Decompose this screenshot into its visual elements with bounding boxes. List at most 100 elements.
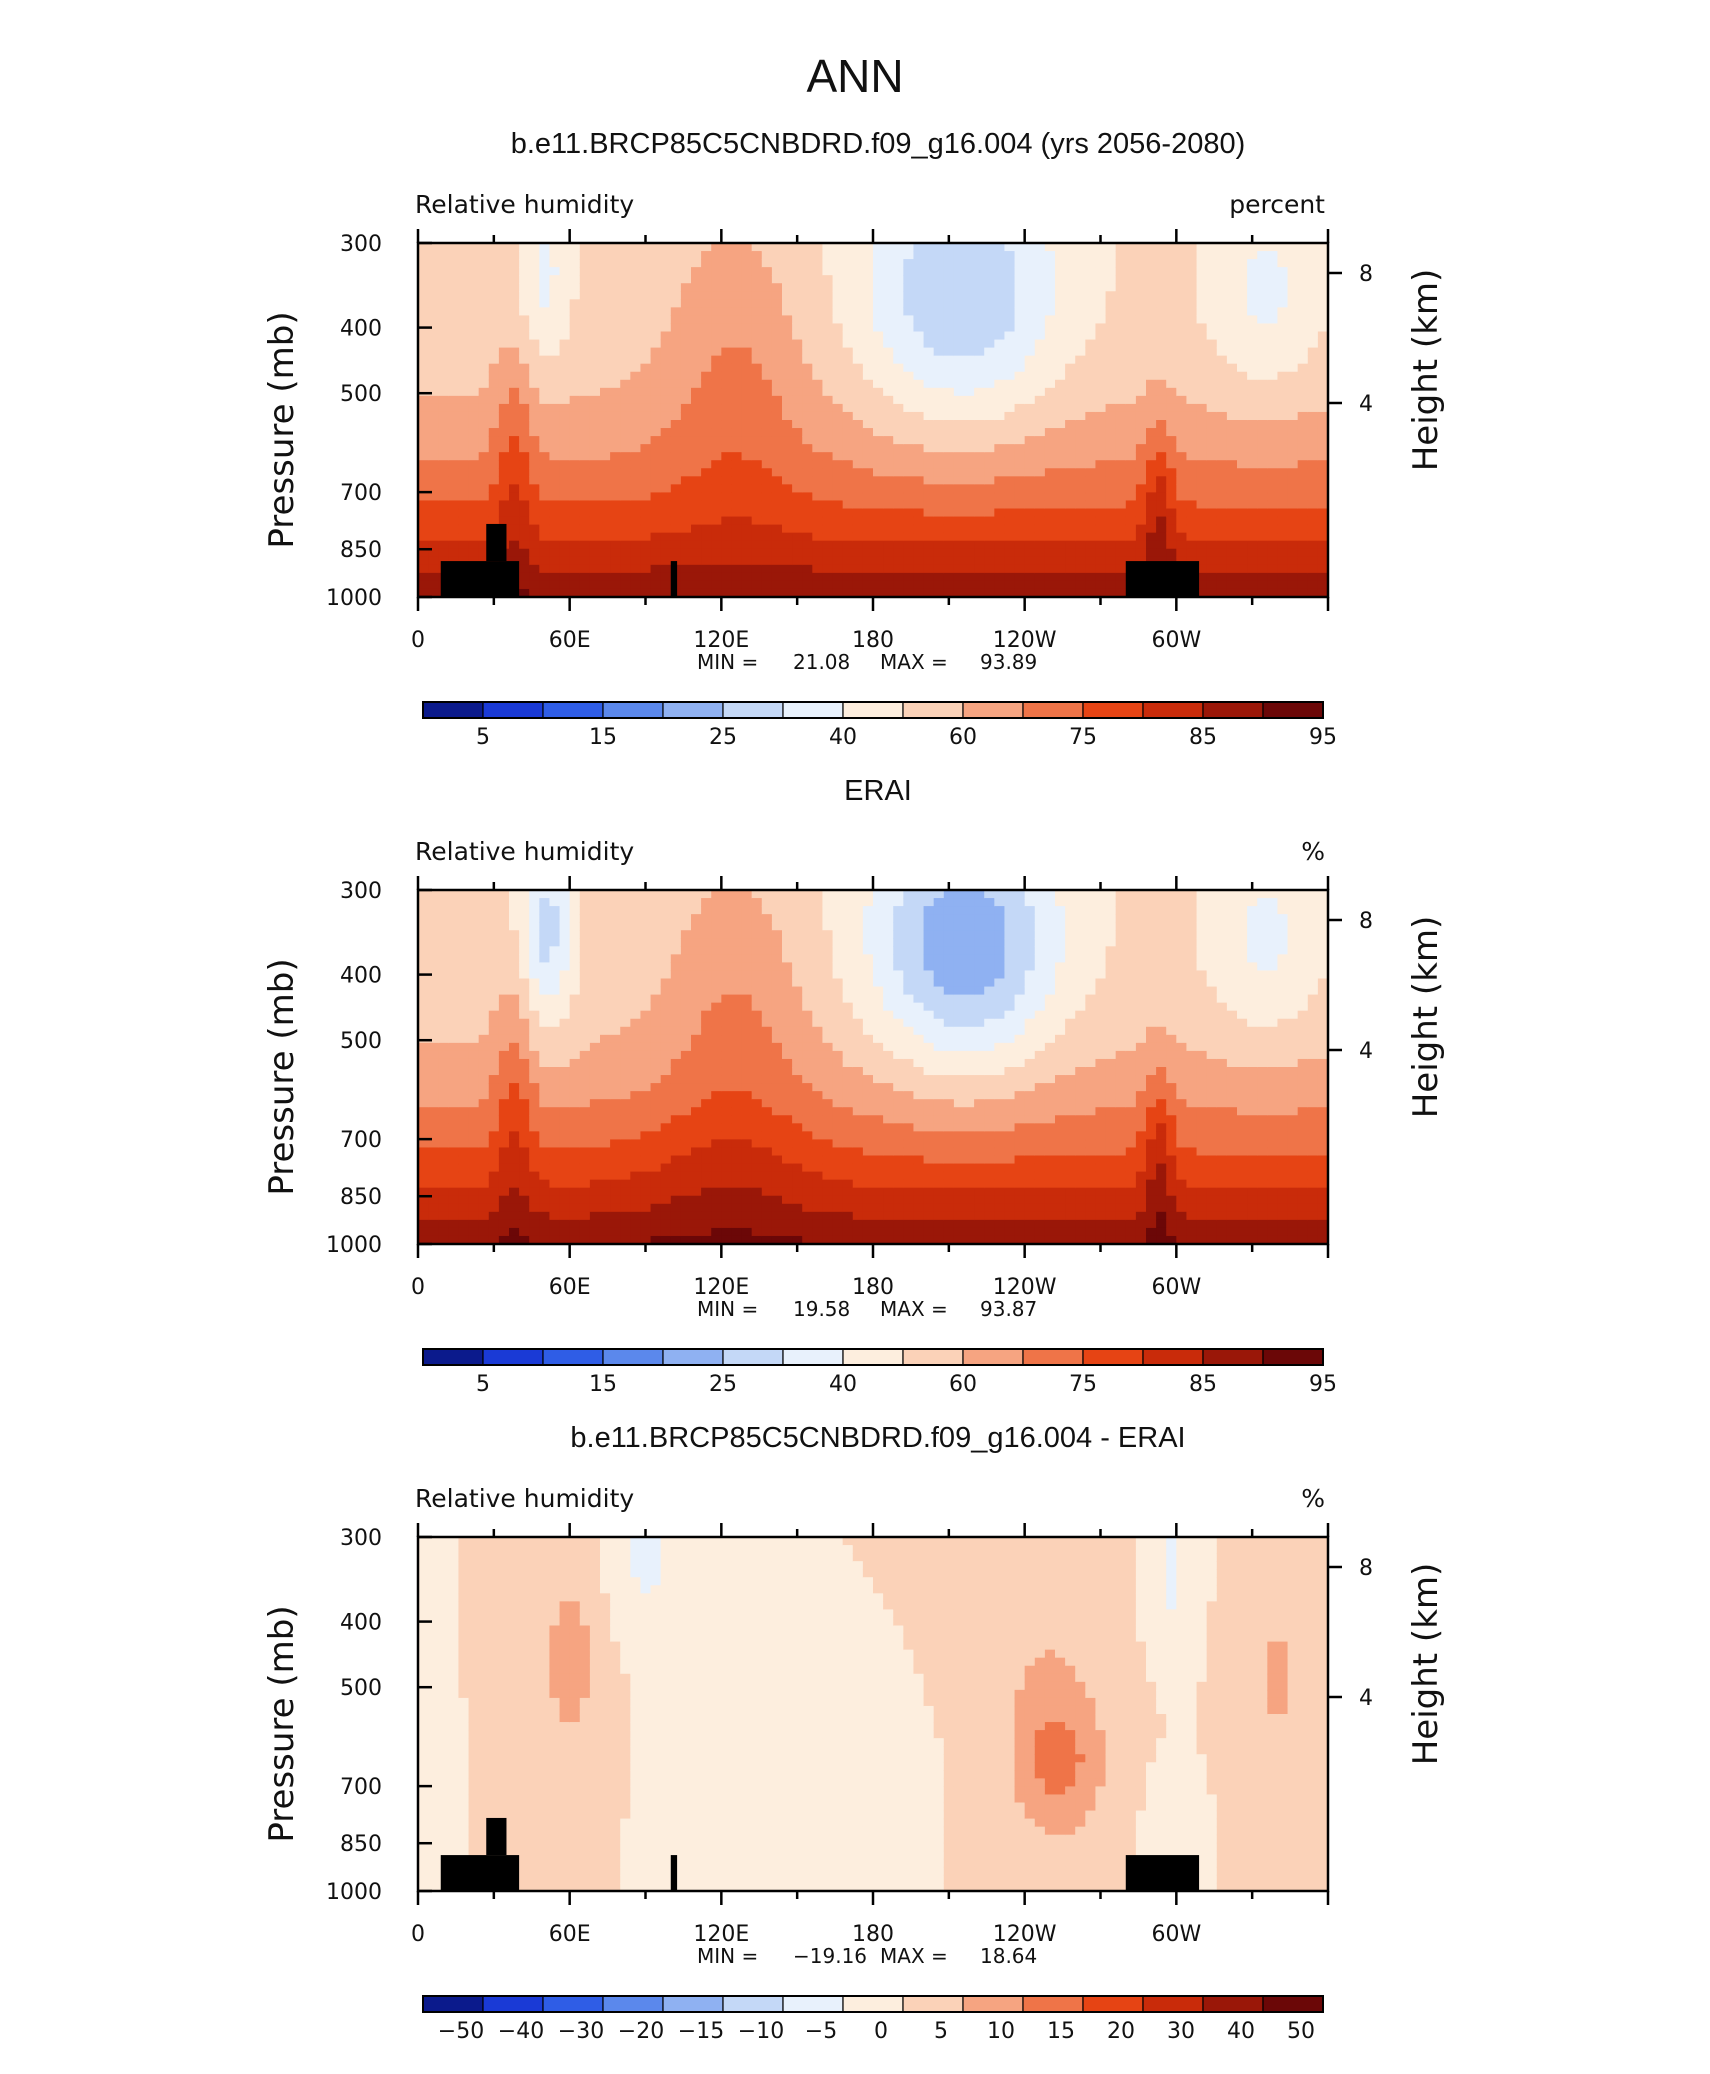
field-cell <box>539 411 551 421</box>
field-cell <box>1206 460 1218 469</box>
field-cell <box>933 428 945 437</box>
field-cell <box>1055 267 1066 276</box>
field-cell <box>589 970 601 980</box>
field-cell <box>680 291 692 300</box>
field-cell <box>1186 307 1198 317</box>
field-cell <box>873 371 884 381</box>
field-cell <box>579 492 591 502</box>
field-cell <box>418 564 429 574</box>
field-cell <box>1257 564 1268 574</box>
field-cell <box>579 1171 591 1181</box>
field-cell <box>610 315 621 325</box>
field-cell <box>559 291 571 300</box>
field-cell <box>974 403 985 413</box>
field-cell <box>1095 484 1107 494</box>
field-cell <box>1014 291 1026 300</box>
field-cell <box>994 323 1006 333</box>
field-cell <box>448 1203 460 1213</box>
field-cell <box>478 331 490 341</box>
field-cell <box>620 331 631 341</box>
field-cell <box>822 331 834 341</box>
field-cell <box>1115 540 1127 550</box>
field-cell <box>509 508 520 518</box>
field-cell <box>782 452 793 461</box>
field-cell <box>903 476 915 485</box>
colorbar-swatch <box>1142 701 1204 719</box>
field-cell <box>923 395 935 405</box>
field-cell <box>478 970 490 980</box>
field-cell <box>862 460 874 469</box>
field-cell <box>458 476 470 485</box>
field-cell <box>842 580 854 590</box>
field-cell <box>1297 580 1309 590</box>
field-cell <box>1095 331 1107 341</box>
field-cell <box>1176 508 1188 518</box>
field-cell <box>448 890 460 899</box>
field-cell <box>974 371 985 381</box>
field-cell <box>600 1179 611 1189</box>
field-cell <box>1186 323 1198 333</box>
field-cell <box>721 339 733 349</box>
field-cell <box>802 572 813 582</box>
field-cell <box>1105 476 1117 485</box>
field-cell <box>1307 468 1319 477</box>
field-cell <box>933 540 945 550</box>
field-cell <box>1237 299 1248 308</box>
field-cell <box>691 556 702 566</box>
field-cell <box>1044 291 1056 300</box>
field-cell <box>933 444 945 453</box>
field-cell <box>832 363 844 373</box>
field-cell <box>822 468 834 477</box>
field-cell <box>1065 371 1076 381</box>
field-cell <box>1085 492 1097 502</box>
field-cell <box>1287 556 1299 566</box>
field-cell <box>1317 371 1329 381</box>
field-cell <box>1247 468 1258 477</box>
field-cell <box>660 492 672 502</box>
field-cell <box>883 588 894 598</box>
field-cell <box>1156 283 1167 292</box>
field-cell <box>589 1227 601 1237</box>
field-cell <box>478 1115 490 1124</box>
field-cell <box>1206 315 1218 325</box>
field-cell <box>711 452 722 461</box>
field-cell <box>468 890 480 899</box>
field-cell <box>1095 307 1107 317</box>
field-cell <box>610 1099 621 1108</box>
field-cell <box>1166 307 1177 317</box>
field-cell <box>1237 444 1248 453</box>
field-cell <box>1317 299 1329 308</box>
field-cell <box>1307 484 1319 494</box>
field-cell <box>721 484 733 494</box>
field-cell <box>630 243 642 252</box>
field-cell <box>1075 516 1086 526</box>
field-cell <box>994 307 1006 317</box>
field-cell <box>832 436 844 445</box>
field-cell <box>731 307 743 317</box>
field-cell <box>539 946 551 955</box>
field-cell <box>1166 540 1177 550</box>
field-cell <box>761 387 773 397</box>
field-cell <box>1125 508 1137 518</box>
field-cell <box>751 476 763 485</box>
field-cell <box>903 363 915 373</box>
field-cell <box>761 259 773 268</box>
field-cell <box>1287 540 1299 550</box>
field-cell <box>680 243 692 252</box>
field-cell <box>792 540 803 550</box>
field-cell <box>549 299 561 308</box>
field-cell <box>792 363 803 373</box>
field-cell <box>539 484 551 494</box>
field-cell <box>1156 540 1167 550</box>
field-cell <box>802 363 813 373</box>
field-cell <box>610 540 621 550</box>
field-cell <box>711 492 722 502</box>
field-cell <box>721 379 733 389</box>
field-cell <box>1075 411 1086 421</box>
field-cell <box>893 572 904 582</box>
field-cell <box>984 411 995 421</box>
field-cell <box>620 1235 631 1245</box>
field-cell <box>1044 492 1056 502</box>
field-cell <box>478 323 490 333</box>
field-cell <box>1267 548 1279 558</box>
